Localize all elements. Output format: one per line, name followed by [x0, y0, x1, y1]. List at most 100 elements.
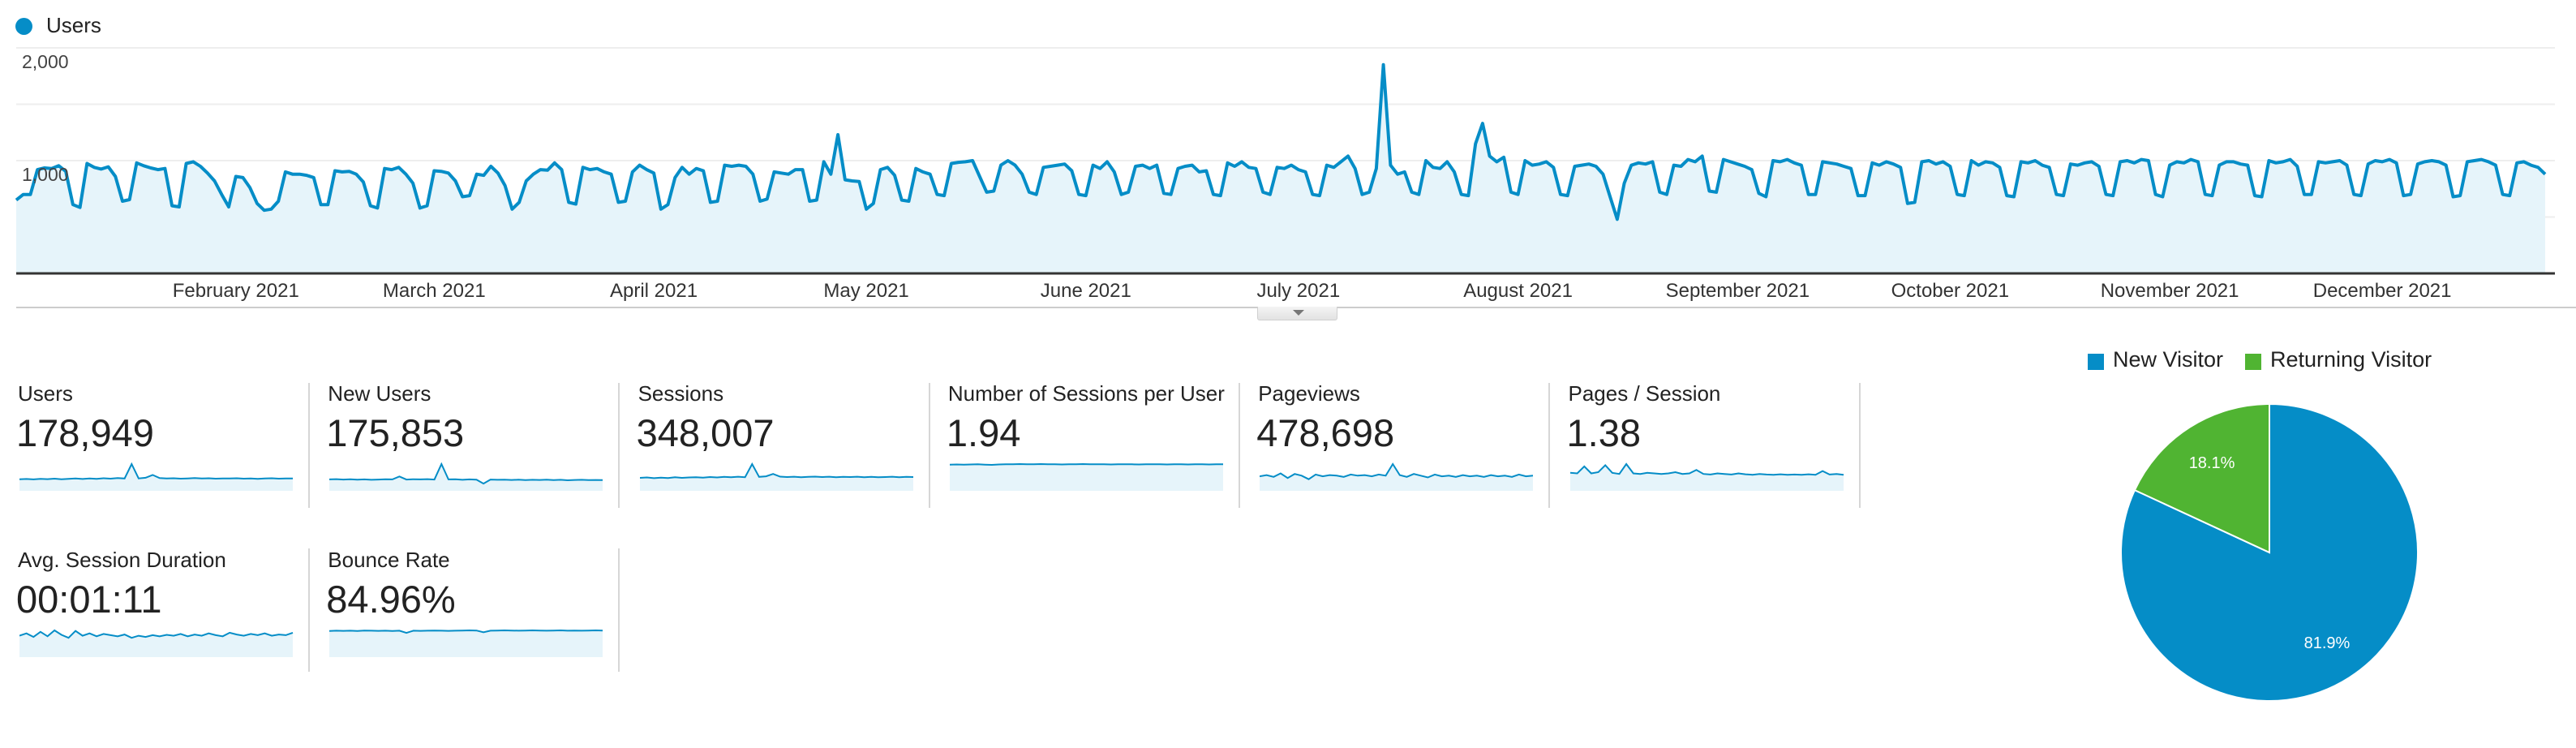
data-point[interactable] — [664, 200, 672, 208]
data-point[interactable] — [735, 161, 743, 170]
data-point[interactable] — [2031, 157, 2039, 165]
data-point[interactable] — [1514, 191, 1522, 199]
data-point[interactable] — [883, 163, 891, 171]
data-point[interactable] — [1252, 165, 1260, 173]
data-point[interactable] — [2414, 160, 2422, 168]
data-point[interactable] — [1691, 157, 1699, 166]
data-point[interactable] — [1854, 191, 1862, 200]
data-point[interactable] — [2286, 156, 2295, 164]
data-point[interactable] — [2300, 191, 2308, 199]
data-point[interactable] — [1039, 163, 1047, 171]
data-point[interactable] — [1408, 188, 1416, 196]
data-point[interactable] — [83, 160, 91, 168]
data-point[interactable] — [2315, 157, 2323, 166]
data-point[interactable] — [2442, 161, 2450, 170]
data-point[interactable] — [1790, 159, 1798, 167]
data-point[interactable] — [572, 200, 580, 208]
data-point[interactable] — [189, 157, 197, 166]
data-point[interactable] — [2158, 193, 2166, 201]
metric-bounce-rate[interactable]: Bounce Rate 84.96% — [326, 548, 620, 671]
data-point[interactable] — [614, 198, 622, 206]
data-point[interactable] — [1358, 191, 1366, 199]
data-point[interactable] — [1833, 160, 1841, 168]
data-point[interactable] — [444, 169, 453, 177]
data-point[interactable] — [204, 169, 212, 177]
data-point[interactable] — [2166, 161, 2174, 170]
data-point[interactable] — [1046, 162, 1054, 170]
data-point[interactable] — [253, 200, 261, 208]
data-point[interactable] — [1960, 191, 1968, 200]
data-point[interactable] — [714, 197, 722, 205]
data-point[interactable] — [1649, 157, 1657, 166]
new-visitor-slice[interactable] — [2120, 402, 2419, 702]
data-point[interactable] — [2378, 157, 2386, 166]
data-point[interactable] — [1599, 170, 1607, 178]
data-point[interactable] — [2505, 191, 2514, 200]
data-point[interactable] — [1670, 161, 1678, 170]
data-point[interactable] — [1613, 215, 1621, 223]
data-point[interactable] — [211, 177, 219, 185]
data-point[interactable] — [1634, 159, 1642, 167]
data-point[interactable] — [1386, 161, 1394, 170]
metric-pageviews[interactable]: Pageviews 478,698 — [1256, 381, 1550, 505]
data-point[interactable] — [1436, 165, 1445, 173]
data-point[interactable] — [820, 157, 828, 166]
data-point[interactable] — [1578, 161, 1586, 170]
data-point[interactable] — [1011, 161, 1020, 170]
data-point[interactable] — [1627, 161, 1635, 170]
data-point[interactable] — [1500, 153, 1508, 161]
data-point[interactable] — [1727, 157, 1735, 166]
data-point[interactable] — [955, 158, 963, 166]
data-point[interactable] — [232, 173, 240, 181]
data-point[interactable] — [154, 166, 162, 174]
data-point[interactable] — [359, 178, 367, 186]
data-point[interactable] — [1145, 165, 1153, 173]
data-point[interactable] — [2541, 170, 2549, 178]
data-point[interactable] — [2201, 191, 2209, 199]
data-point[interactable] — [1890, 160, 1898, 168]
data-point[interactable] — [1196, 168, 1204, 176]
data-point[interactable] — [2095, 162, 2103, 170]
data-point[interactable] — [1401, 168, 1409, 176]
data-point[interactable] — [2449, 193, 2458, 201]
data-point[interactable] — [1096, 165, 1104, 173]
data-point[interactable] — [1464, 191, 1472, 200]
data-point[interactable] — [1968, 157, 1976, 165]
data-point[interactable] — [699, 167, 707, 175]
data-point[interactable] — [1543, 157, 1551, 166]
visitor-type-pie-chart[interactable]: 81.9% 18.1% — [2109, 389, 2433, 714]
data-point[interactable] — [2236, 160, 2244, 168]
data-point[interactable] — [452, 177, 460, 185]
data-point[interactable] — [1153, 161, 1161, 170]
data-point[interactable] — [1238, 157, 1246, 166]
data-point[interactable] — [161, 165, 169, 173]
data-point[interactable] — [196, 162, 204, 170]
data-point[interactable] — [1875, 161, 1883, 170]
data-point[interactable] — [1939, 157, 1947, 166]
data-point[interactable] — [826, 170, 835, 178]
data-point[interactable] — [147, 164, 155, 172]
data-point[interactable] — [706, 198, 715, 206]
data-point[interactable] — [1245, 163, 1253, 171]
data-point[interactable] — [487, 162, 495, 170]
data-point[interactable] — [1458, 191, 1466, 199]
data-point[interactable] — [473, 170, 481, 178]
data-point[interactable] — [1118, 191, 1126, 199]
data-point[interactable] — [720, 161, 728, 170]
data-point[interactable] — [997, 161, 1005, 170]
data-point[interactable] — [983, 188, 991, 196]
data-point[interactable] — [579, 163, 587, 171]
data-point[interactable] — [289, 170, 297, 178]
data-point[interactable] — [1471, 140, 1479, 148]
data-point[interactable] — [267, 205, 275, 213]
data-point[interactable] — [756, 197, 764, 205]
data-point[interactable] — [642, 166, 650, 174]
data-point[interactable] — [728, 162, 736, 170]
data-point[interactable] — [657, 205, 665, 213]
data-point[interactable] — [373, 204, 381, 212]
data-point[interactable] — [2088, 157, 2096, 166]
data-point[interactable] — [2477, 156, 2485, 164]
data-point[interactable] — [891, 171, 899, 179]
data-point[interactable] — [2130, 159, 2138, 167]
data-point[interactable] — [1621, 179, 1629, 187]
